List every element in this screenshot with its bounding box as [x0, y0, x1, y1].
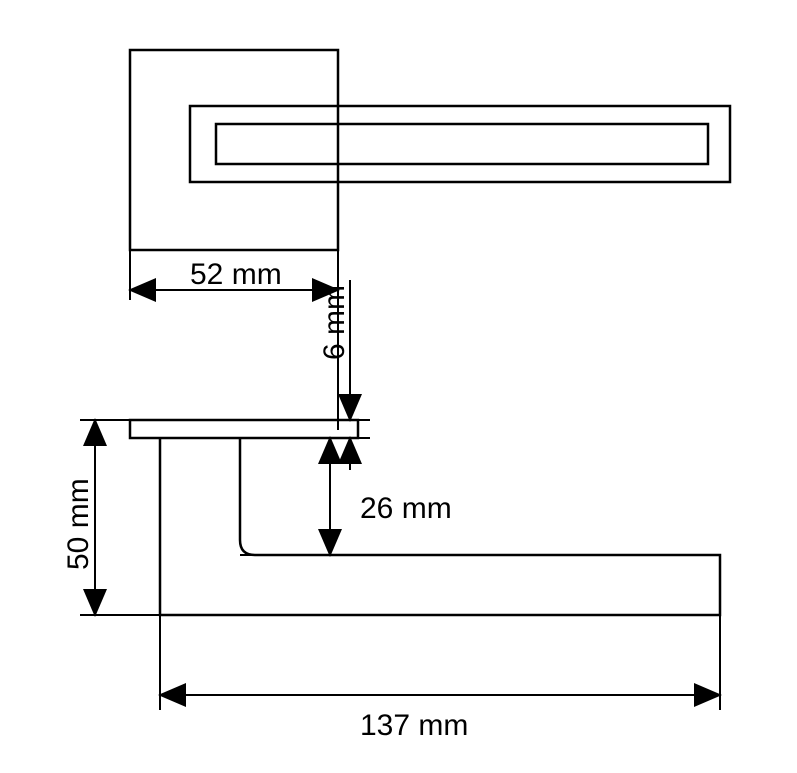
- dim-52-label: 52 mm: [190, 258, 282, 291]
- dim-26-label: 26 mm: [360, 492, 452, 525]
- lever-inner: [216, 124, 708, 164]
- dimension-drawing: 52 mm 6 mm 26 mm 50 mm 137 mm: [0, 0, 797, 773]
- dim-6-label: 6 mm: [318, 285, 351, 360]
- rose-outline: [130, 50, 338, 250]
- dim-26mm: 26 mm: [240, 438, 452, 555]
- dim-50mm: 50 mm: [62, 420, 160, 615]
- dim-50-label: 50 mm: [62, 478, 95, 570]
- dim-52mm: 52 mm: [130, 250, 338, 430]
- dim-137mm: 137 mm: [160, 615, 720, 742]
- dim-137-label: 137 mm: [360, 709, 468, 742]
- dim-6mm: 6 mm: [318, 280, 370, 470]
- lever-profile: [160, 438, 720, 615]
- mounting-plate: [130, 420, 358, 438]
- top-view: [130, 50, 730, 250]
- lever-outer: [190, 106, 730, 182]
